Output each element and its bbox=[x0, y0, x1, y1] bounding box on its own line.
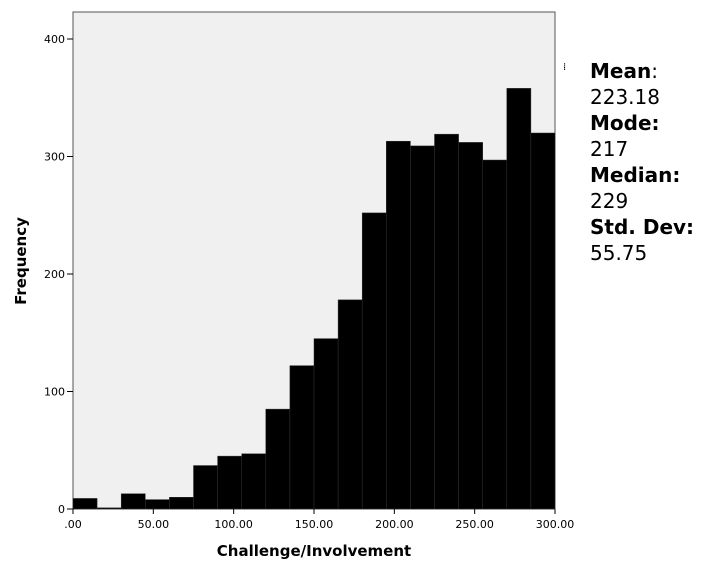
mean-label: Mean bbox=[590, 59, 652, 83]
y-tick-label: 100 bbox=[44, 386, 65, 399]
histogram-bar bbox=[434, 133, 459, 510]
histogram-bar bbox=[361, 212, 387, 510]
histogram-bar bbox=[120, 493, 146, 510]
histogram-bar bbox=[72, 498, 98, 510]
histogram-bar bbox=[169, 497, 194, 510]
y-axis-title: Frequency bbox=[12, 217, 30, 305]
histogram-bar bbox=[506, 88, 532, 510]
histogram-bar bbox=[458, 142, 483, 510]
histogram-bar bbox=[386, 140, 411, 510]
x-tick-label: 150.00 bbox=[295, 518, 334, 531]
histogram-bar bbox=[265, 408, 291, 510]
x-axis: .00 50.00 100.00 150.00 200.00 250.00 300.00 bbox=[64, 509, 574, 531]
histogram-bar bbox=[145, 499, 170, 510]
y-tick-label: 400 bbox=[44, 33, 65, 46]
y-tick-label: 300 bbox=[44, 151, 65, 164]
mean-value: 223.18 bbox=[590, 85, 660, 109]
histogram-bar bbox=[96, 507, 122, 510]
histogram-bar bbox=[337, 299, 363, 510]
mean-row: Mean: bbox=[590, 58, 694, 84]
histogram-bar bbox=[410, 145, 435, 510]
histogram-bar bbox=[313, 338, 339, 510]
y-tick-label: 0 bbox=[58, 503, 65, 516]
std-dev-label: Std. Dev: bbox=[590, 215, 695, 239]
x-tick-label: 200.00 bbox=[375, 518, 414, 531]
clipped-legend-mark: ⁞ bbox=[563, 62, 566, 73]
y-axis: 0 100 200 300 400 bbox=[44, 33, 73, 516]
histogram-bar bbox=[482, 159, 508, 510]
median-value: 229 bbox=[590, 189, 629, 213]
y-tick-label: 200 bbox=[44, 268, 65, 281]
mode-value: 217 bbox=[590, 137, 629, 161]
histogram-bar bbox=[193, 465, 218, 510]
x-axis-title: Challenge/Involvement bbox=[217, 542, 411, 560]
mode-label: Mode: bbox=[590, 111, 660, 135]
histogram-bar bbox=[530, 132, 556, 510]
std-dev-value: 55.75 bbox=[590, 241, 648, 265]
median-label: Median: bbox=[590, 163, 681, 187]
x-tick-label: .00 bbox=[64, 518, 82, 531]
histogram-bars bbox=[72, 88, 556, 510]
x-tick-label: 100.00 bbox=[214, 518, 253, 531]
x-tick-label: 250.00 bbox=[455, 518, 494, 531]
x-tick-label: 50.00 bbox=[138, 518, 170, 531]
mean-separator: : bbox=[651, 59, 658, 83]
histogram-bar bbox=[289, 365, 315, 510]
histogram-bar bbox=[217, 455, 242, 510]
histogram-bar bbox=[241, 453, 267, 510]
x-tick-label: 300.00 bbox=[536, 518, 575, 531]
summary-statistics: Mean: 223.18 Mode: 217 Median: 229 Std. … bbox=[590, 58, 694, 266]
